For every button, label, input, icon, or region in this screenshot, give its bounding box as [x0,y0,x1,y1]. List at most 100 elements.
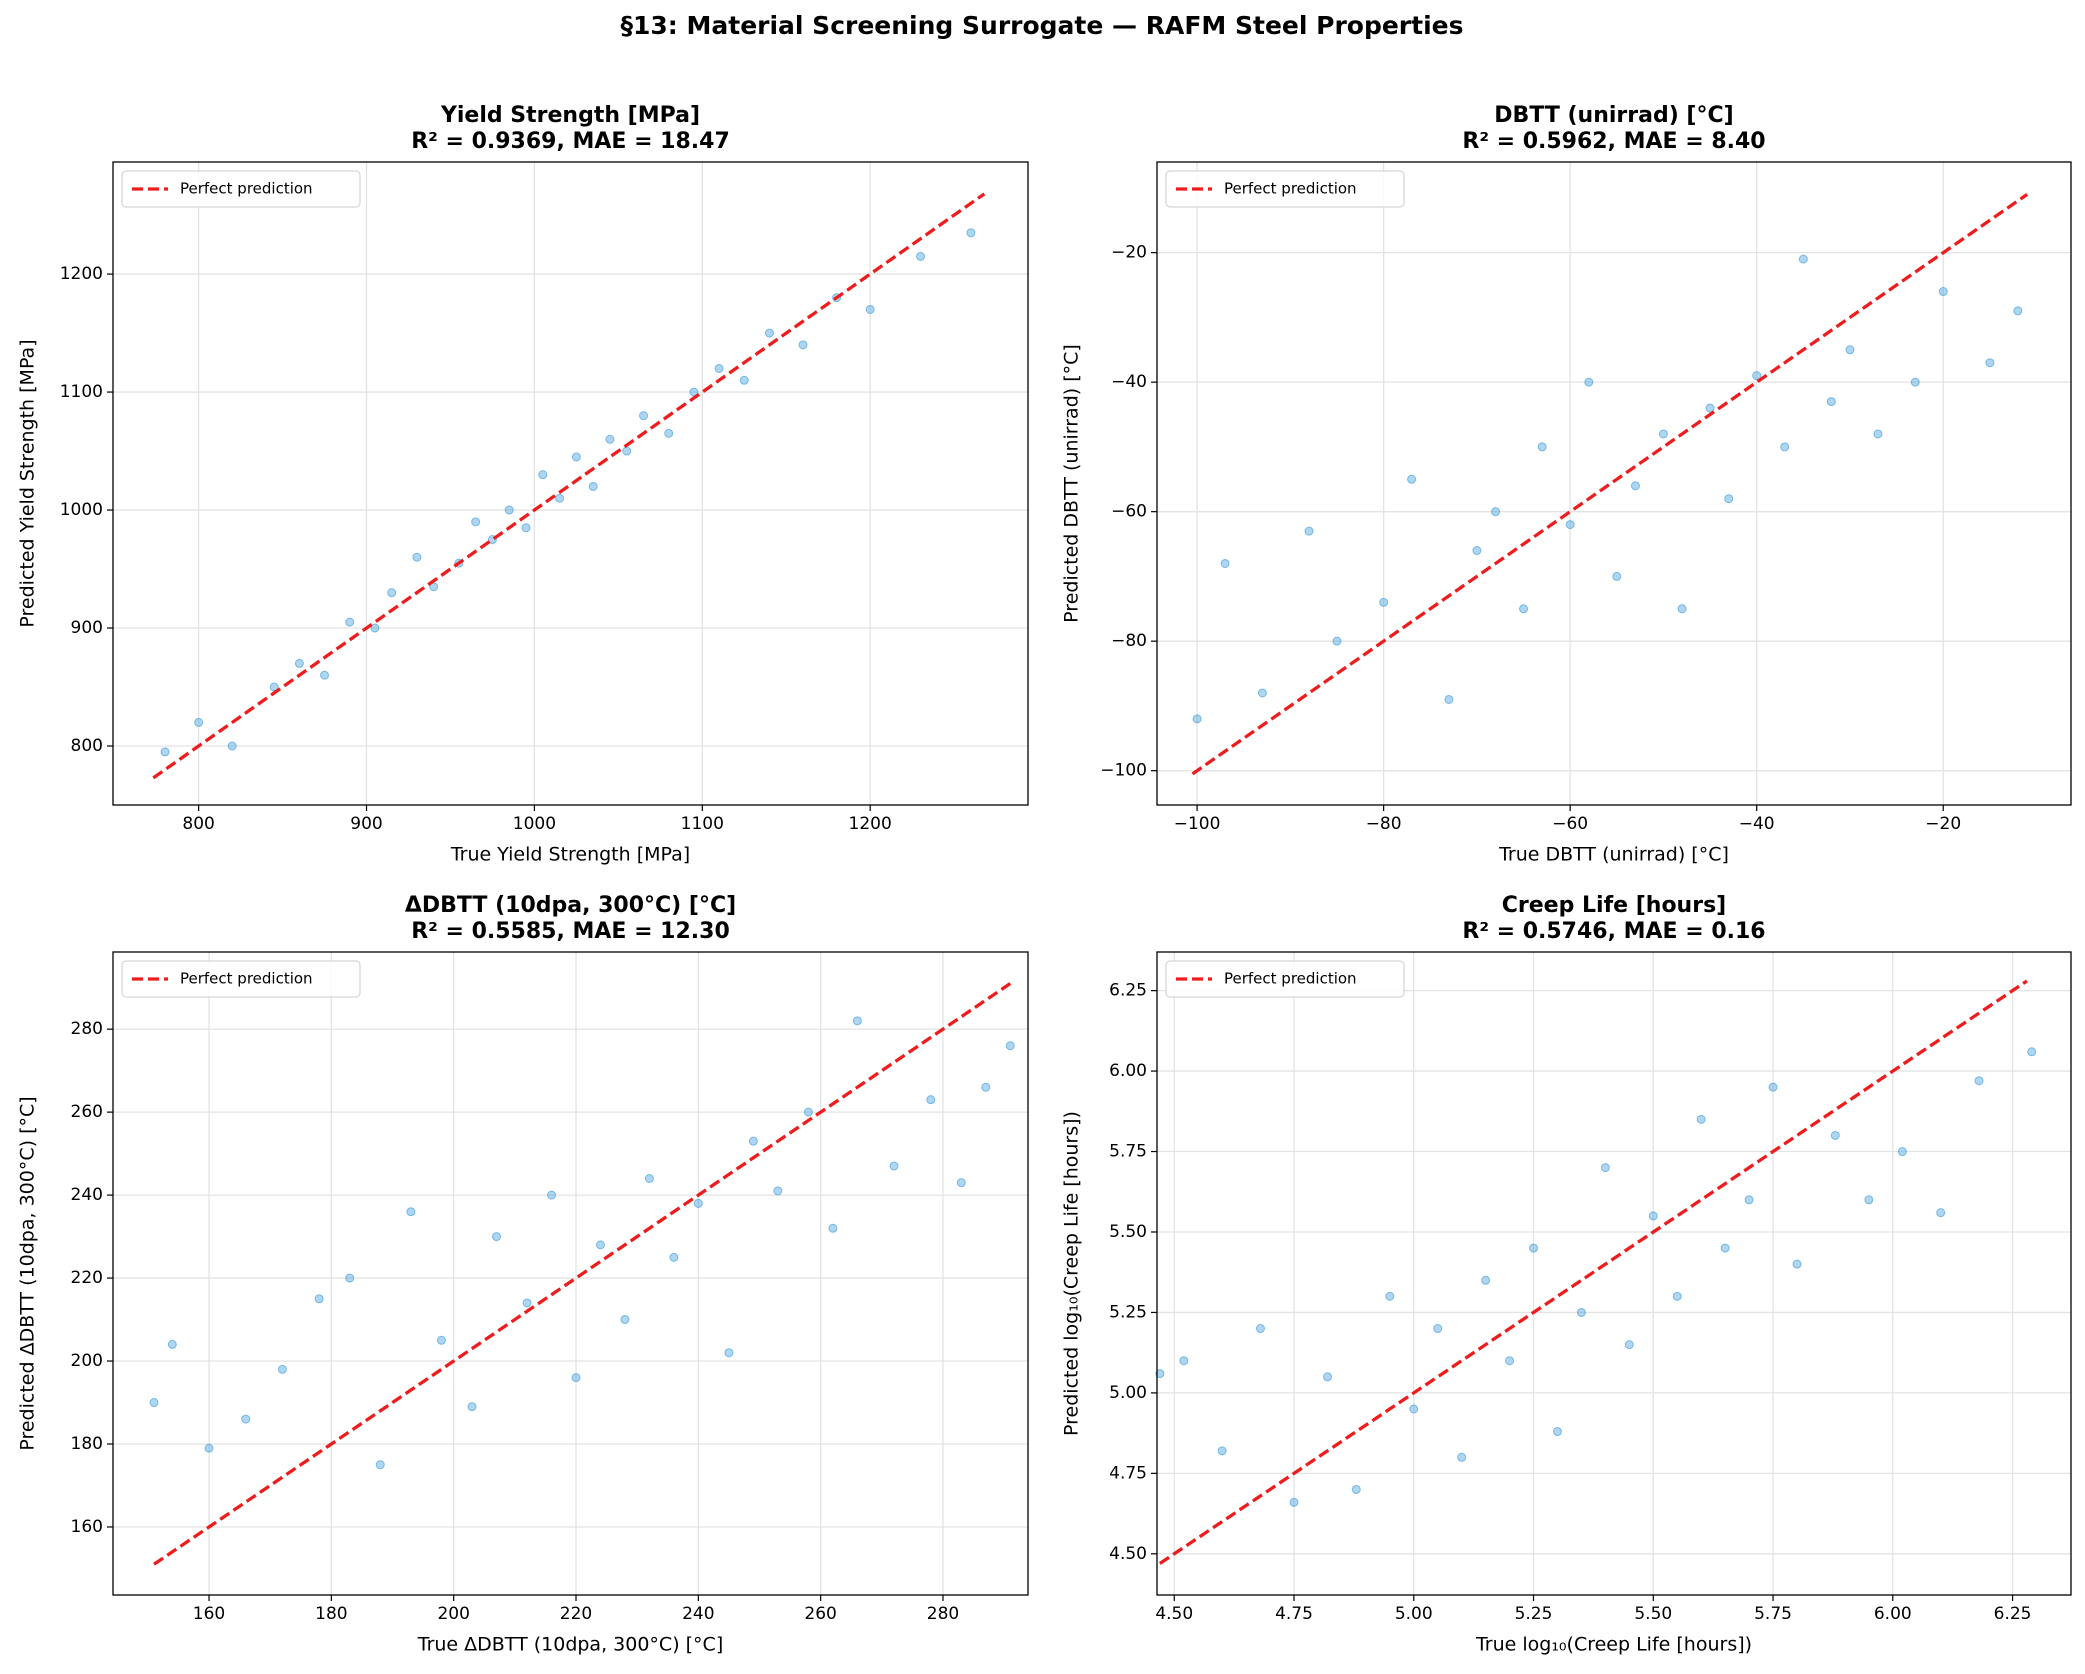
point [1409,1404,1419,1414]
point [773,1186,783,1196]
y-tick-label: 1200 [60,264,103,284]
point [160,747,170,757]
point [167,1339,177,1349]
point [1491,507,1501,517]
point [320,670,330,680]
y-axis-label: Predicted log₁₀(Creep Life [hours]) [1061,1111,1083,1436]
x-tick-label: −100 [1174,814,1221,834]
legend-label: Perfect prediction [1224,970,1357,988]
point [1780,442,1790,452]
point [436,1335,446,1345]
point [194,717,204,727]
point [1696,1114,1706,1124]
point [1830,1130,1840,1140]
point [277,1364,287,1374]
figure-title: §13: Material Screening Surrogate — RAFM… [621,11,1464,40]
point [1179,1356,1189,1366]
x-tick-label: 280 [927,1604,959,1624]
point [1576,1307,1586,1317]
point [1792,1259,1802,1269]
point [1985,358,1995,368]
point [555,493,565,503]
y-tick-label: −80 [1111,631,1147,651]
point [1565,520,1575,530]
y-tick-label: 4.75 [1109,1463,1147,1483]
point [1433,1324,1443,1334]
point [1897,1147,1907,1157]
point [467,1402,477,1412]
y-tick-label: 180 [71,1434,103,1454]
x-axis-label: True Yield Strength [MPa] [450,844,690,866]
x-tick-label: 800 [182,814,214,834]
y-tick-label: 6.00 [1109,1061,1147,1081]
reference-line [1191,193,2029,776]
point [504,505,514,515]
point [345,617,355,627]
point [1677,604,1687,614]
x-tick-label: 5.50 [1634,1604,1672,1624]
y-axis-label: Predicted Yield Strength [MPa] [17,339,39,627]
legend-label: Perfect prediction [180,970,313,988]
point [2013,306,2023,316]
x-tick-label: −60 [1552,814,1588,834]
point [521,523,531,533]
point [1600,1163,1610,1173]
x-tick-label: 4.75 [1275,1604,1313,1624]
point [981,1082,991,1092]
chart-subtitle: R² = 0.5962, MAE = 8.40 [1462,129,1765,154]
point [852,1016,862,1026]
point [1529,1243,1539,1253]
plot-frame [1156,161,2072,806]
point [605,434,615,444]
point [387,588,397,598]
point [375,1460,385,1470]
point [1720,1243,1730,1253]
point [889,1161,899,1171]
point [1481,1275,1491,1285]
x-tick-label: 5.00 [1395,1604,1433,1624]
point [714,363,724,373]
y-tick-label: 5.75 [1109,1142,1147,1162]
point [916,251,926,261]
point [956,1178,966,1188]
point [693,1198,703,1208]
x-axis-label: True log₁₀(Creep Life [hours]) [1475,1634,1752,1656]
point [370,623,380,633]
point [1220,558,1230,568]
point [1304,526,1314,536]
point [204,1443,214,1453]
reference-line [153,982,1012,1566]
y-tick-label: 240 [71,1185,103,1205]
x-tick-label: −80 [1366,814,1402,834]
point [1826,397,1836,407]
point [966,228,976,238]
point [1584,377,1594,387]
x-tick-label: 160 [193,1604,225,1624]
x-tick-label: 180 [315,1604,347,1624]
x-tick-label: 4.50 [1155,1604,1193,1624]
y-tick-label: 6.25 [1109,981,1147,1001]
x-tick-label: 6.00 [1874,1604,1912,1624]
point [1612,571,1622,581]
point [1752,371,1762,381]
point [664,428,674,438]
chart-title: Yield Strength [MPa] [440,103,700,128]
y-tick-label: 220 [71,1268,103,1288]
legend-box [121,170,361,208]
point [1472,546,1482,556]
y-axis-label: Predicted DBTT (unirrad) [°C] [1061,344,1083,623]
plot-frame [112,161,1029,806]
point [1289,1497,1299,1507]
y-tick-label: 260 [71,1102,103,1122]
point [1768,1082,1778,1092]
point [571,1373,581,1383]
point [1192,714,1202,724]
point [1845,345,1855,355]
point [547,1190,557,1200]
point [1332,636,1342,646]
point [1724,494,1734,504]
point [571,452,581,462]
y-tick-label: 5.00 [1109,1383,1147,1403]
